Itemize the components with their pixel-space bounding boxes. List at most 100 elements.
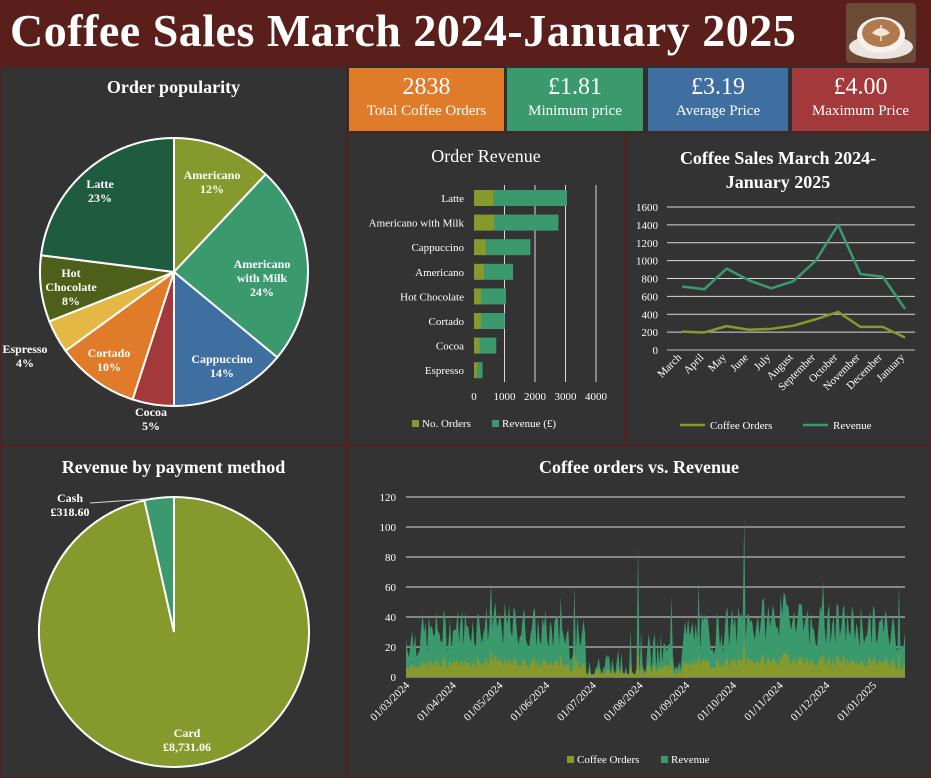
order-revenue-bar-chart: 0 1000 2000 3000 4000 Latte Americano with Mil…	[369, 185, 608, 430]
bar-category-label: Americano with Milk	[369, 218, 465, 230]
kpi-value: £4.00	[833, 74, 888, 100]
kpi-value: 2838	[402, 74, 451, 100]
bar-category-label: Cocoa	[436, 341, 464, 353]
line-series-revenue	[681, 223, 907, 310]
line-x-tick: May	[706, 351, 729, 374]
bar-category-label: Americano	[415, 267, 464, 279]
payment-method-pie: Card £8,731.06 Cash £318.60	[38, 491, 310, 768]
legend-swatch-revenue	[492, 420, 499, 427]
line-y-tick: 400	[642, 309, 659, 321]
kpi-average-price: £3.19 Average Price	[648, 68, 788, 131]
kpi-label: Minimum price	[528, 103, 622, 119]
bar-x-tick: 4000	[585, 391, 608, 403]
coffee-cup-icon	[846, 3, 916, 63]
area-x-tick: 01/06/2024	[508, 679, 552, 723]
pie-label-card: Card £8,731.06	[163, 726, 211, 754]
bar-revenue	[486, 239, 531, 256]
area-x-tick: 01/11/2024	[742, 679, 786, 723]
bar-revenue	[494, 214, 559, 231]
area-x-tick: 01/09/2024	[648, 679, 692, 723]
dashboard-title: Coffee Sales March 2024-January 2025	[10, 5, 797, 56]
pie-slice-latte	[39, 136, 175, 274]
bar-revenue	[479, 337, 497, 354]
kpi-label: Average Price	[675, 103, 761, 119]
monthly-sales-title: Coffee Sales March 2024-January 2025	[679, 148, 877, 192]
kpi-maximum-price: £4.00 Maximum Price	[792, 68, 929, 131]
pie-label-cappuccino: Cappuccino 14%	[191, 352, 252, 380]
line-x-tick: June	[728, 352, 751, 375]
area-x-tick: 01/07/2024	[555, 679, 599, 723]
line-x-tick: April	[682, 352, 707, 377]
kpi-total-orders: 2838 Total Coffee Orders	[349, 68, 504, 131]
kpi-label: Maximum Price	[811, 103, 910, 119]
bar-orders	[474, 190, 494, 206]
bar-revenue	[477, 362, 483, 379]
area-x-tick: 01/04/2024	[415, 679, 459, 723]
area-x-tick: 01/01/2025	[835, 679, 879, 723]
line-y-tick: 1400	[636, 220, 659, 232]
kpi-value: £3.19	[691, 74, 745, 100]
bar-revenue	[484, 263, 514, 280]
area-y-tick: 60	[385, 582, 397, 594]
area-x-tick: 01/10/2024	[695, 679, 739, 723]
pie-slice-cortado	[64, 269, 176, 401]
area-x-tick: 01/12/2024	[788, 679, 832, 723]
legend-swatch-orders	[412, 420, 419, 427]
pie-label-hot-chocolate: Hot Chocolate 8%	[45, 266, 97, 308]
bar-x-tick: 0	[471, 391, 477, 403]
bar-category-label: Hot Chocolate	[400, 291, 464, 303]
legend-label-revenue: Revenue	[671, 754, 710, 766]
bar-x-tick: 3000	[555, 391, 578, 403]
bar-orders	[474, 263, 485, 280]
pie-label-americano-with-milk: Americano with Milk 24%	[234, 257, 291, 299]
order-popularity-pie: Americano 12% Americano with Milk 24% Cappucc…	[2, 136, 309, 433]
bar-orders	[474, 239, 487, 256]
legend-label-orders: Coffee Orders	[577, 754, 639, 766]
line-y-tick: 200	[642, 327, 659, 339]
bar-orders	[474, 313, 482, 329]
bar-category-label: Espresso	[425, 365, 465, 377]
bar-revenue	[493, 190, 568, 206]
order-revenue-title: Order Revenue	[431, 146, 541, 166]
legend-label-orders: Coffee Orders	[710, 420, 772, 432]
dashboard-header: Coffee Sales March 2024-January 2025	[0, 0, 931, 66]
area-x-tick: 01/08/2024	[602, 679, 646, 723]
line-y-tick: 1000	[636, 256, 659, 268]
area-y-tick: 40	[385, 612, 397, 624]
legend-label-revenue: Revenue	[833, 420, 872, 432]
area-series-revenue	[406, 516, 905, 677]
area-y-tick: 0	[391, 672, 397, 684]
pie-label-americano: Americano 12%	[184, 168, 241, 196]
pie-leader-line	[89, 498, 149, 504]
kpi-label: Total Coffee Orders	[366, 103, 487, 119]
line-series-orders	[681, 310, 906, 339]
order-popularity-title: Order popularity	[106, 77, 241, 97]
line-y-tick: 600	[642, 291, 659, 303]
pie-label-cash: Cash £318.60	[51, 491, 90, 519]
bar-x-tick: 1000	[494, 391, 517, 403]
area-x-tick: 01/03/2024	[368, 679, 412, 723]
legend-label-orders: No. Orders	[422, 418, 471, 430]
bar-orders	[474, 214, 495, 231]
bar-category-label: Cortado	[429, 316, 465, 328]
legend-label-revenue: Revenue (£)	[502, 418, 556, 430]
line-y-tick: 0	[653, 345, 659, 357]
pie-slice-americano	[173, 136, 268, 275]
bar-revenue	[481, 288, 507, 305]
pie-label-espresso: Espresso 4%	[2, 342, 47, 370]
pie-label-latte: Latte 23%	[86, 177, 114, 205]
area-y-tick: 20	[385, 642, 397, 654]
legend-swatch-orders	[567, 756, 574, 763]
orders-vs-revenue-area-chart: 0 20 40 60 80 100 120 01/03/2024 01/04/2024 01/05…	[368, 492, 905, 766]
area-series-orders	[406, 636, 905, 677]
area-y-tick: 120	[380, 492, 397, 504]
area-y-tick: 100	[380, 522, 397, 534]
bar-revenue	[481, 313, 505, 329]
pie-label-cortado: Cortado 10%	[88, 346, 131, 374]
pie-slice-cash	[143, 495, 175, 633]
bar-orders	[474, 337, 480, 354]
bar-x-tick: 2000	[524, 391, 547, 403]
kpi-minimum-price: £1.81 Minimum price	[507, 68, 643, 131]
